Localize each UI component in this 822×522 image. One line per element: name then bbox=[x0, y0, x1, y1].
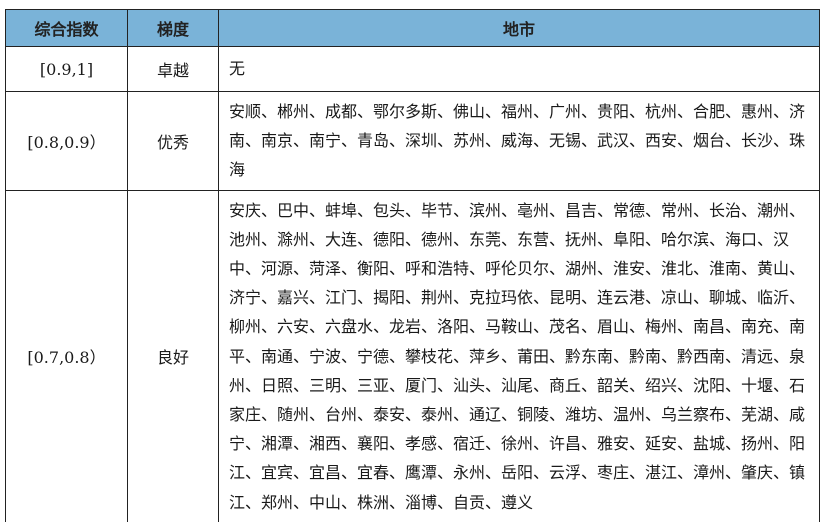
table-row: [0.8,0.9） 优秀 安顺、郴州、成都、鄂尔多斯、佛山、福州、广州、贵阳、杭… bbox=[5, 91, 820, 191]
index-cell: [0.8,0.9） bbox=[5, 91, 128, 191]
index-cell: [0.7,0.8） bbox=[5, 189, 128, 522]
header-grade: 梯度 bbox=[127, 9, 219, 47]
table-row: [0.9,1] 卓越 无 bbox=[5, 46, 820, 92]
cities-cell: 无 bbox=[218, 46, 820, 92]
index-cell: [0.9,1] bbox=[5, 46, 128, 92]
cities-cell: 安庆、巴中、蚌埠、包头、毕节、滨州、亳州、昌吉、常德、常州、长治、潮州、池州、滁… bbox=[218, 189, 820, 522]
grade-cell: 卓越 bbox=[127, 46, 219, 92]
header-index: 综合指数 bbox=[5, 9, 128, 47]
header-row: 综合指数 梯度 地市 bbox=[5, 9, 820, 47]
header-cities: 地市 bbox=[218, 9, 820, 47]
grade-cell: 良好 bbox=[127, 189, 219, 522]
city-grade-table: 综合指数 梯度 地市 [0.9,1] 卓越 无 [0.8,0.9） 优秀 安顺、… bbox=[5, 9, 820, 522]
grade-cell: 优秀 bbox=[127, 91, 219, 191]
table-row: [0.7,0.8） 良好 安庆、巴中、蚌埠、包头、毕节、滨州、亳州、昌吉、常德、… bbox=[5, 189, 820, 522]
cities-cell: 安顺、郴州、成都、鄂尔多斯、佛山、福州、广州、贵阳、杭州、合肥、惠州、济南、南京… bbox=[218, 91, 820, 191]
